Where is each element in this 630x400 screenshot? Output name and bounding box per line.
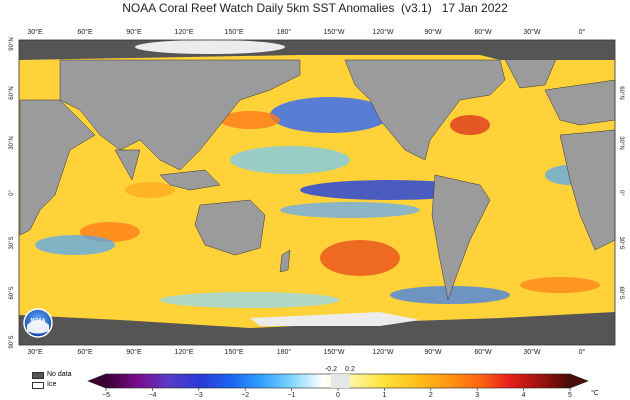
antarctic-ice	[250, 312, 420, 326]
colorbar-ticks: −5 −4 −3 −2 −1 0 1 2 3 4 5	[102, 388, 572, 399]
colorbar-tick-label: 1	[382, 392, 386, 399]
colorbar-small-label: -0.2	[325, 366, 337, 373]
lat-labels-right: 60°N 30°N 0° 30°S 60°S	[618, 86, 624, 299]
legend-ice-label: Ice	[47, 381, 57, 388]
colorbar-tick-label: 5	[568, 392, 572, 399]
lon-label-bottom: 180°	[277, 348, 292, 356]
map-title: NOAA Coral Reef Watch Daily 5km SST Anom…	[122, 1, 508, 15]
colorbar-tick-label: −5	[102, 392, 110, 399]
legend-ice: Ice	[32, 380, 72, 390]
lon-label-top: 120°E	[174, 28, 193, 36]
lat-label-left: 90°N	[9, 37, 15, 50]
lon-label-bottom: 30°E	[27, 348, 43, 356]
colorbar-small-label: 0.2	[345, 366, 355, 373]
antarctica	[19, 312, 615, 345]
lat-label-right: 30°S	[618, 236, 624, 249]
lat-label-right: 0°	[618, 190, 624, 196]
lon-label-top: 120°W	[372, 28, 393, 36]
map-legend: No data Ice	[32, 370, 72, 390]
lon-labels-top: 30°E 60°E 90°E 120°E 150°E 180° 150°W 12…	[27, 28, 585, 36]
lat-label-left: 30°N	[9, 136, 15, 149]
lon-label-bottom: 30°W	[523, 348, 541, 356]
lon-labels-bottom: 30°E 60°E 90°E 120°E 150°E 180° 150°W 12…	[27, 348, 585, 356]
legend-nodata: No data	[32, 370, 72, 380]
lon-label-top: 150°E	[224, 28, 243, 36]
lon-label-bottom: 150°W	[323, 348, 344, 356]
land-masses	[19, 49, 616, 301]
lon-label-bottom: 90°W	[424, 348, 442, 356]
lat-label-right: 30°N	[618, 136, 624, 149]
lon-label-bottom: 90°E	[126, 348, 142, 356]
colorbar-zero-band	[331, 374, 350, 388]
lat-label-left: 90°S	[9, 335, 15, 348]
colorbar-tick-label: 4	[522, 392, 526, 399]
ice-swatch	[32, 381, 44, 389]
lon-label-top: 150°W	[323, 28, 344, 36]
lat-labels-left: 90°N 60°N 30°N 0° 30°S 60°S 90°S	[9, 37, 15, 348]
lon-label-top: 30°E	[27, 28, 43, 36]
lon-label-bottom: 120°E	[174, 348, 193, 356]
map-frame	[18, 39, 616, 346]
lat-label-left: 30°S	[9, 236, 15, 249]
lon-label-bottom: 0°	[579, 348, 586, 356]
lat-label-left: 60°S	[9, 286, 15, 299]
colorbar-tick-label: −1	[288, 392, 296, 399]
lat-label-left: 0°	[9, 190, 15, 196]
arctic-ice	[135, 40, 285, 54]
colorbar-arrow-left	[87, 373, 107, 389]
colorbar-tick-label: −2	[241, 392, 249, 399]
colorbar-tick-label: 3	[475, 392, 479, 399]
lon-label-bottom: 60°E	[77, 348, 93, 356]
colorbar-unit: °C	[591, 389, 599, 397]
lon-label-bottom: 60°W	[474, 348, 492, 356]
lon-label-top: 60°W	[474, 28, 492, 36]
noaa-logo: NOAA	[23, 308, 53, 338]
lon-label-bottom: 150°E	[224, 348, 243, 356]
colorbar-tick-label: 2	[429, 392, 433, 399]
colorbar-arrow-right	[569, 373, 589, 389]
lat-label-right: 60°S	[618, 286, 624, 299]
colorbar-tick-label: −3	[195, 392, 203, 399]
lon-label-top: 90°E	[126, 28, 142, 36]
lon-label-top: 0°	[579, 28, 586, 36]
anomaly-patches	[35, 97, 600, 308]
noaa-logo-text: NOAA	[31, 318, 46, 324]
legend-nodata-label: No data	[47, 371, 72, 378]
lat-label-right: 60°N	[618, 86, 624, 99]
nodata-swatch	[32, 371, 44, 379]
colorbar: −5 −4 −3 −2 −1 0 1 2 3 4 5 -0.2 0.2 °C	[87, 366, 599, 399]
lon-label-top: 60°E	[77, 28, 93, 36]
lon-label-top: 30°W	[523, 28, 541, 36]
lat-label-left: 60°N	[9, 86, 15, 99]
lon-label-top: 90°W	[424, 28, 442, 36]
colorbar-tick-label: −4	[148, 392, 156, 399]
lon-label-top: 180°	[277, 28, 292, 36]
colorbar-tick-label: 0	[336, 392, 340, 399]
lon-label-bottom: 120°W	[372, 348, 393, 356]
